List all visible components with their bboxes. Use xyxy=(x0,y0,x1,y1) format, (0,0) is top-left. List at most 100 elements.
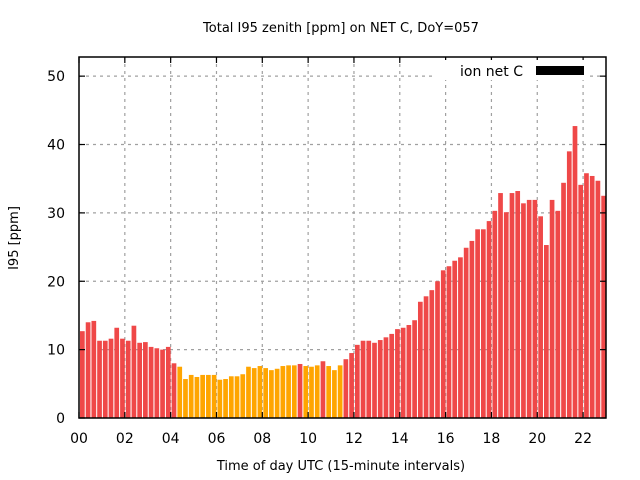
bar xyxy=(458,257,463,418)
bar xyxy=(309,366,314,418)
bar xyxy=(486,221,492,418)
bar xyxy=(165,346,171,418)
y-tick-label: 20 xyxy=(47,274,65,290)
y-tick-label: 40 xyxy=(47,138,65,154)
bar xyxy=(337,365,343,418)
x-tick-label: 08 xyxy=(253,431,271,447)
bar xyxy=(601,195,606,418)
bar xyxy=(114,327,120,418)
y-tick-label: 0 xyxy=(56,411,65,427)
bar xyxy=(320,361,326,418)
bar xyxy=(578,184,584,418)
bar xyxy=(108,338,114,418)
bar xyxy=(532,199,538,418)
bar xyxy=(183,379,188,418)
bar xyxy=(354,344,360,418)
bar xyxy=(538,216,543,418)
bar xyxy=(463,247,469,418)
bar xyxy=(584,173,589,418)
bar xyxy=(211,374,217,418)
bar xyxy=(526,199,532,418)
x-tick-label: 18 xyxy=(483,431,501,447)
x-tick-label: 14 xyxy=(391,431,409,447)
bar xyxy=(480,229,486,418)
bar xyxy=(349,353,354,418)
y-tick-label: 30 xyxy=(47,206,65,222)
bar xyxy=(280,366,286,418)
bar xyxy=(595,180,601,418)
bar xyxy=(137,342,142,418)
bar xyxy=(120,338,125,418)
bar xyxy=(240,374,246,418)
legend-label: ion net C xyxy=(460,64,523,80)
bar xyxy=(549,199,555,418)
bar xyxy=(389,333,395,418)
bar xyxy=(257,366,263,418)
bar xyxy=(417,301,423,418)
bar xyxy=(469,240,475,418)
bars xyxy=(80,126,606,418)
bar xyxy=(423,296,429,418)
bar xyxy=(395,329,400,418)
axes xyxy=(78,56,607,419)
bar xyxy=(572,126,578,418)
bar xyxy=(297,363,303,418)
bar xyxy=(544,245,549,418)
bar xyxy=(97,340,102,418)
bar xyxy=(228,376,234,418)
bar xyxy=(503,212,509,418)
x-tick-label: 02 xyxy=(116,431,134,447)
x-tick-label: 06 xyxy=(208,431,226,447)
bar xyxy=(171,363,177,418)
x-tick-label: 22 xyxy=(574,431,592,447)
x-tick-label: 00 xyxy=(70,431,88,447)
bar xyxy=(286,365,291,418)
legend: ion net C xyxy=(436,60,586,80)
bar xyxy=(372,342,377,418)
bar xyxy=(291,365,297,418)
bar xyxy=(366,340,372,418)
bar xyxy=(412,320,417,418)
bar xyxy=(269,370,274,418)
bar xyxy=(360,340,366,418)
bar xyxy=(251,368,257,418)
bar xyxy=(343,359,349,418)
bar xyxy=(274,368,280,418)
bar xyxy=(154,348,160,418)
bar xyxy=(521,203,526,418)
bar xyxy=(246,366,251,418)
bar xyxy=(383,337,389,418)
x-tick-label: 04 xyxy=(162,431,180,447)
bar xyxy=(102,340,108,418)
bar xyxy=(498,193,503,418)
x-ticks: 00 02 04 06 08 10 12 14 16 18 20 22 xyxy=(70,57,592,447)
x-tick-label: 12 xyxy=(345,431,363,447)
plot-frame xyxy=(78,56,607,419)
bar xyxy=(125,340,131,418)
bar xyxy=(143,342,148,418)
x-tick-label: 16 xyxy=(437,431,455,447)
bar xyxy=(515,191,521,418)
bar xyxy=(406,325,412,418)
bar xyxy=(440,270,446,418)
bar xyxy=(492,210,498,418)
bar xyxy=(234,376,240,418)
bar xyxy=(160,349,165,418)
bar xyxy=(377,340,383,418)
bar xyxy=(475,229,480,418)
bar xyxy=(303,366,309,418)
chart-title: Total I95 zenith [ppm] on NET C, DoY=057 xyxy=(202,21,479,36)
bar xyxy=(148,346,154,418)
bar xyxy=(91,320,97,418)
bar xyxy=(446,266,452,418)
bar xyxy=(429,290,435,418)
bar xyxy=(332,370,337,418)
y-axis-label: I95 [ppm] xyxy=(7,206,22,270)
y-tick-label: 10 xyxy=(47,343,65,359)
bar xyxy=(561,182,566,418)
bar xyxy=(263,368,269,418)
y-tick-label: 50 xyxy=(47,69,65,85)
bar xyxy=(326,366,332,418)
bar xyxy=(131,325,137,418)
